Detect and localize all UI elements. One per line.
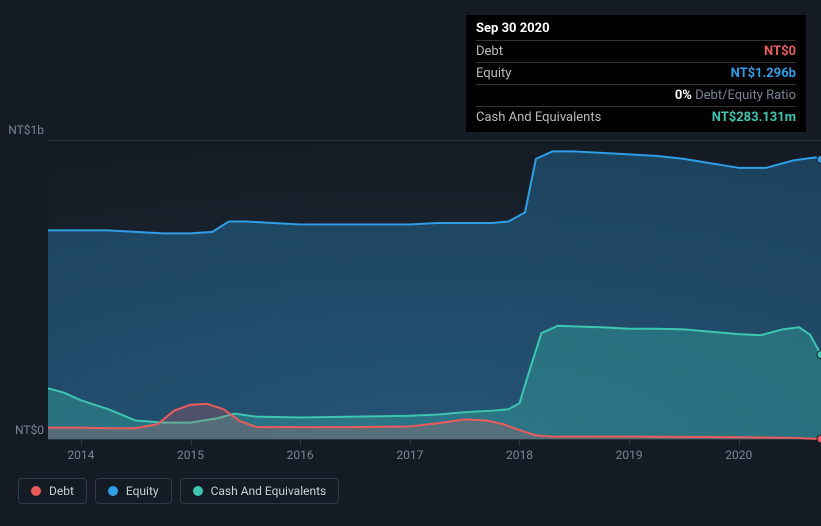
legend-item[interactable]: Equity [95,478,172,504]
tooltip-row-label: Debt [476,44,764,59]
chart-tooltip: Sep 30 2020 DebtNT$0EquityNT$1.296b0% De… [466,15,806,132]
tooltip-row-value: NT$0 [764,44,796,59]
legend-swatch [193,486,203,496]
tooltip-row-value: NT$1.296b [731,66,796,81]
tooltip-row: Cash And EquivalentsNT$283.131m [476,106,796,128]
x-axis-ticks [48,440,821,446]
tooltip-row: 0% Debt/Equity Ratio [476,84,796,106]
x-tick [81,440,82,446]
y-axis-label-max: NT$1b [0,123,44,137]
x-tick [629,440,630,446]
chart-legend: Debt Equity Cash And Equivalents [18,478,339,504]
tooltip-row-suffix: Debt/Equity Ratio [692,88,796,103]
legend-item[interactable]: Cash And Equivalents [180,478,340,504]
x-tick [739,440,740,446]
legend-label: Cash And Equivalents [211,484,327,498]
x-axis-label: 2017 [396,448,423,462]
tooltip-row: DebtNT$0 [476,40,796,62]
legend-item[interactable]: Debt [18,478,87,504]
series-end-dot [817,351,821,359]
legend-label: Debt [49,484,74,498]
x-tick [191,440,192,446]
tooltip-row-label: Equity [476,66,731,81]
x-axis-label: 2015 [177,448,204,462]
tooltip-row-label: Cash And Equivalents [476,110,712,125]
financial-history-chart: Sep 30 2020 DebtNT$0EquityNT$1.296b0% De… [0,0,821,526]
x-tick [519,440,520,446]
legend-swatch [108,486,118,496]
plot-area[interactable] [48,140,821,440]
x-axis-label: 2016 [287,448,314,462]
tooltip-row: EquityNT$1.296b [476,62,796,84]
tooltip-row-value: 0% Debt/Equity Ratio [675,88,796,103]
legend-swatch [31,486,41,496]
x-tick [410,440,411,446]
tooltip-row-value: NT$283.131m [712,110,796,125]
x-axis-label: 2018 [506,448,533,462]
y-axis-label-min: NT$0 [0,423,44,437]
series-end-dot [817,156,821,164]
x-axis-label: 2014 [67,448,94,462]
x-axis-label: 2020 [725,448,752,462]
legend-label: Equity [126,484,159,498]
x-axis-labels: 2014 2015 2016 2017 2018 2019 2020 [48,448,821,468]
x-tick [300,440,301,446]
x-axis-label: 2019 [616,448,643,462]
tooltip-row-label [476,88,675,103]
tooltip-date: Sep 30 2020 [476,21,796,36]
